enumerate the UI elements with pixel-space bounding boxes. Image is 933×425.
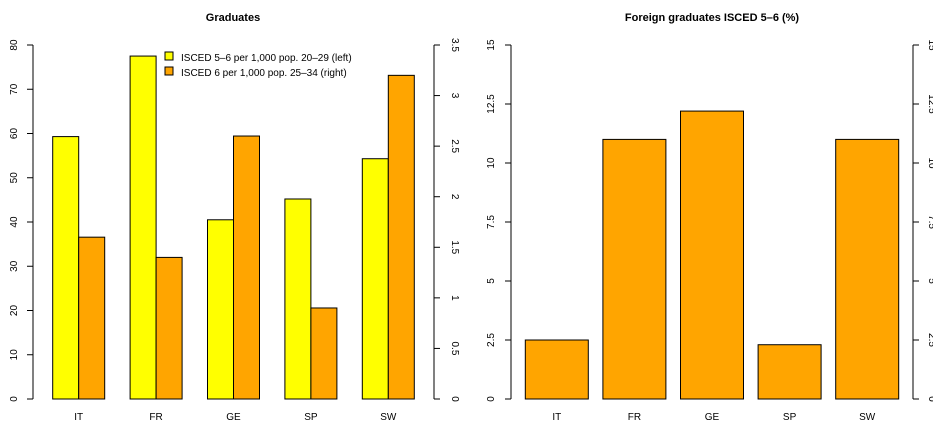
- y-right-tick-label: 3.5: [449, 38, 460, 52]
- y-right-tick-label: 0: [926, 396, 933, 402]
- x-tick-label: SW: [380, 412, 397, 423]
- y-right-tick-label: 1: [449, 295, 460, 301]
- y-right-tick-label: 15: [926, 39, 933, 51]
- y-left-tick-label: 70: [9, 83, 20, 95]
- y-right-tick-label: 5: [926, 278, 933, 284]
- y-left-tick-label: 2.5: [486, 333, 497, 347]
- x-tick-label: SP: [304, 412, 318, 423]
- y-left-tick-label: 5: [486, 278, 497, 284]
- legend-label: ISCED 6 per 1,000 pop. 25–34 (right): [181, 68, 347, 79]
- x-tick-label: SW: [859, 412, 876, 423]
- y-left-tick-label: 15: [486, 39, 497, 51]
- x-tick-label: IT: [74, 412, 83, 423]
- y-right-tick-label: 12.5: [926, 94, 933, 114]
- y-left-tick-label: 20: [9, 305, 20, 317]
- bar-fr-series-1: [129, 55, 157, 400]
- y-right-tick-label: 2.5: [926, 333, 933, 347]
- chart-panel-2: Foreign graduates ISCED 5–6 (%) 0 2.5 5 7.5 1…: [486, 12, 933, 423]
- bar-it-series-2: [78, 236, 106, 400]
- y-right-tick-label: 3: [449, 93, 460, 99]
- bar-it-series-1: [524, 339, 589, 400]
- y-left-tick-label: 50: [9, 172, 20, 184]
- bar-sp-series-2: [310, 307, 338, 400]
- bar-fr-series-2: [155, 256, 183, 400]
- bar-sw-series-1: [361, 158, 389, 400]
- y-left-tick-label: 12.5: [486, 94, 497, 114]
- bar-fr-series-1: [602, 138, 667, 400]
- bar-sp-series-1: [284, 198, 312, 400]
- x-tick-label: FR: [149, 412, 162, 423]
- chart-title: Foreign graduates ISCED 5–6 (%): [625, 12, 800, 24]
- bar-ge-series-2: [233, 135, 260, 400]
- y-left-tick-label: 7.5: [486, 215, 497, 229]
- x-tick-label: GE: [705, 412, 720, 423]
- chart-title: Graduates: [206, 12, 260, 24]
- legend: ISCED 5–6 per 1,000 pop. 20–29 (left) ISC…: [164, 51, 352, 79]
- bar-sw-series-2: [387, 74, 415, 400]
- chart-panel-1: Graduates 0 10 20 30 40 50 60 70 80 0 0.5 1 1.5 2 2.5 3 3…: [9, 12, 460, 423]
- y-left-tick-label: 0: [9, 396, 20, 402]
- y-left-tick-label: 10: [9, 349, 20, 361]
- bar-sw-series-1: [835, 138, 900, 400]
- legend-swatch: [164, 66, 174, 76]
- y-left-tick-label: 80: [9, 39, 20, 51]
- legend-swatch: [164, 51, 174, 61]
- legend-label: ISCED 5–6 per 1,000 pop. 20–29 (left): [181, 53, 352, 64]
- y-left-tick-label: 30: [9, 260, 20, 272]
- y-left-tick-label: 60: [9, 128, 20, 140]
- x-tick-label: IT: [552, 412, 561, 423]
- x-tick-label: SP: [783, 412, 797, 423]
- x-tick-label: FR: [628, 412, 641, 423]
- y-right-tick-label: 1.5: [449, 240, 460, 254]
- y-left-tick-label: 10: [486, 157, 497, 169]
- bar-it-series-1: [52, 136, 80, 400]
- y-right-tick-label: 0.5: [449, 341, 460, 355]
- y-left-tick-label: 40: [9, 216, 20, 228]
- bar-ge-series-1: [207, 219, 234, 400]
- x-tick-label: GE: [226, 412, 241, 423]
- y-right-tick-label: 2.5: [449, 139, 460, 153]
- y-right-tick-label: 7.5: [926, 215, 933, 229]
- bar-ge-series-1: [680, 110, 744, 400]
- y-right-tick-label: 2: [449, 194, 460, 200]
- bar-sp-series-1: [757, 344, 822, 400]
- y-right-tick-label: 0: [449, 396, 460, 402]
- y-right-tick-label: 10: [926, 157, 933, 169]
- y-left-tick-label: 0: [486, 396, 497, 402]
